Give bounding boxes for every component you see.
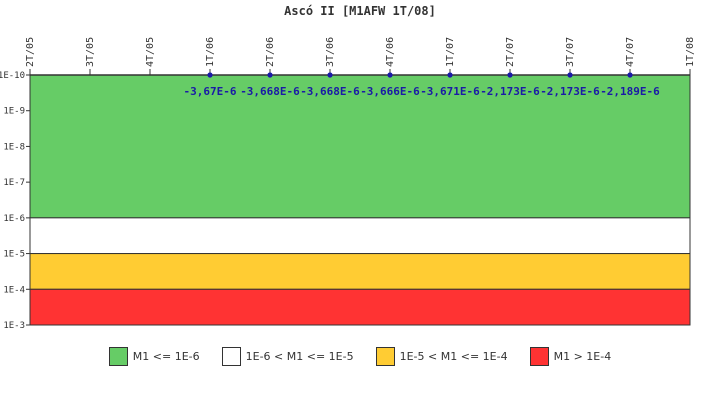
band-0 bbox=[29, 74, 691, 219]
band-3 bbox=[29, 288, 691, 326]
data-point bbox=[207, 72, 213, 78]
y-tick-label: 1E-6 bbox=[3, 214, 25, 224]
x-tick-label: 2T/06 bbox=[265, 37, 276, 67]
data-label: -3,668E-6 bbox=[300, 85, 360, 98]
data-point bbox=[567, 72, 573, 78]
chart: Ascó II [M1AFW 1T/08] 2T/05 3T/05 4T/05 1T/… bbox=[0, 4, 696, 331]
legend: M1 <= 1E-6 1E-6 < M1 <= 1E-5 1E-5 < M1 <= … bbox=[0, 345, 720, 367]
x-tick-label: 1T/08 bbox=[685, 37, 696, 67]
legend-label: M1 <= 1E-6 bbox=[132, 349, 200, 363]
x-tick-label: 1T/07 bbox=[445, 37, 456, 67]
data-label: -3,666E-6 bbox=[360, 85, 420, 98]
x-tick-label: 4T/06 bbox=[385, 37, 396, 67]
y-tick-label: 1E-7 bbox=[3, 178, 25, 188]
legend-item: 1E-6 < M1 <= 1E-5 bbox=[221, 346, 354, 366]
legend-item: M1 <= 1E-6 bbox=[108, 346, 200, 366]
y-tick-label: 1E-8 bbox=[3, 142, 25, 152]
band-1 bbox=[29, 217, 691, 255]
legend-label: 1E-5 < M1 <= 1E-4 bbox=[399, 349, 508, 363]
x-tick-label: 2T/05 bbox=[25, 37, 36, 67]
data-label: -2,189E-6 bbox=[600, 85, 660, 98]
y-tick-label: 1E-9 bbox=[3, 107, 25, 117]
x-tick-label: 4T/07 bbox=[625, 37, 636, 67]
data-point bbox=[447, 72, 453, 78]
band-2 bbox=[29, 253, 691, 290]
legend-label: 1E-6 < M1 <= 1E-5 bbox=[245, 349, 354, 363]
y-tick-label: 1E-3 bbox=[3, 321, 25, 331]
legend-label: M1 > 1E-4 bbox=[553, 349, 612, 363]
legend-swatch bbox=[529, 346, 549, 366]
data-point bbox=[327, 72, 333, 78]
x-tick-label: 1T/06 bbox=[205, 37, 216, 67]
data-point bbox=[387, 72, 393, 78]
data-label: -2,173E-6 bbox=[480, 85, 540, 98]
data-label: -3,671E-6 bbox=[420, 85, 480, 98]
y-tick-label: 1E-4 bbox=[3, 285, 25, 295]
data-point bbox=[507, 72, 513, 78]
legend-swatch bbox=[375, 346, 395, 366]
x-tick-label: 3T/07 bbox=[565, 37, 576, 67]
data-point bbox=[627, 72, 633, 78]
data-label: -3,67E-6 bbox=[184, 85, 237, 98]
y-tick-label: 1E-5 bbox=[3, 250, 25, 260]
legend-swatch bbox=[221, 346, 241, 366]
legend-item: 1E-5 < M1 <= 1E-4 bbox=[375, 346, 508, 366]
data-point bbox=[267, 72, 273, 78]
legend-swatch bbox=[108, 346, 128, 366]
y-tick-label: 1E-10 bbox=[0, 71, 25, 81]
data-label: -3,668E-6 bbox=[240, 85, 300, 98]
x-tick-label: 3T/05 bbox=[85, 37, 96, 67]
x-tick-label: 3T/06 bbox=[325, 37, 336, 67]
chart-title: Ascó II [M1AFW 1T/08] bbox=[284, 4, 436, 18]
x-tick-label: 4T/05 bbox=[145, 37, 156, 67]
data-label: -2,173E-6 bbox=[540, 85, 600, 98]
legend-item: M1 > 1E-4 bbox=[529, 346, 612, 366]
x-tick-label: 2T/07 bbox=[505, 37, 516, 67]
